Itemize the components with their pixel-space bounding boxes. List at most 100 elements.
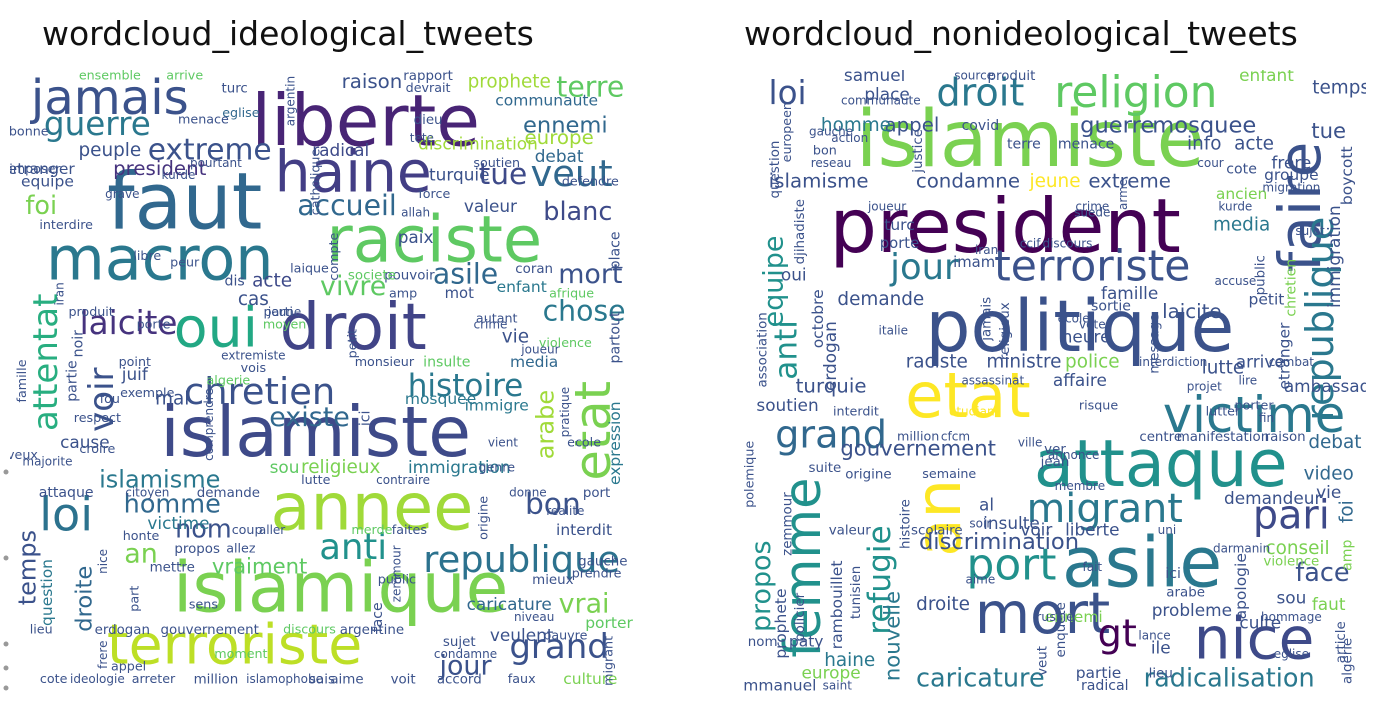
- nonideological-word-cour: cour: [1197, 156, 1224, 170]
- ideological-word-argentin: argentin: [283, 76, 297, 126]
- ideological-word-vraiment: vraiment: [212, 554, 308, 579]
- nonideological-word-imam: imam: [953, 254, 995, 271]
- ideological-word-sens: sens: [189, 596, 218, 611]
- ideological-word-faites: faites: [392, 522, 427, 537]
- nonideological-word-jamais: jamais: [980, 297, 995, 342]
- ideological-word-droite: droite: [71, 566, 97, 632]
- ideological-word-faux: faux: [508, 671, 536, 686]
- ideological-word-interdire: interdire: [39, 217, 93, 232]
- nonideological-word-arabe: arabe: [1166, 585, 1205, 600]
- ideological-word-jour: jour: [439, 651, 493, 682]
- ideological-word-algerie: algerie: [207, 373, 251, 388]
- ideological-word-homme: homme: [124, 489, 221, 519]
- nonideological-word-etat: etat: [905, 359, 1031, 432]
- nonideological-word-enfant: enfant: [1239, 70, 1294, 85]
- ideological-word-mal: mal: [155, 389, 189, 410]
- nonideological-word-saint: saint: [823, 678, 853, 692]
- nonideological-word-lieu: lieu: [1149, 666, 1173, 681]
- nonideological-word-groupe: groupe: [1264, 166, 1319, 184]
- ideological-word-accord: accord: [437, 673, 482, 688]
- nonideological-word-voir: voir: [1020, 519, 1052, 539]
- ideological-word-etat: etat: [564, 381, 622, 481]
- nonideological-word-temps: temps: [1312, 78, 1366, 99]
- ideological-word-parti: parti: [264, 304, 294, 319]
- nonideological-word-ministre: ministre: [986, 351, 1061, 372]
- ideological-word-voit: voit: [391, 673, 416, 688]
- nonideological-word-equipe: equipe: [759, 236, 790, 328]
- nonideological-word-violence: violence: [1263, 554, 1319, 569]
- ideological-word-president: president: [113, 157, 206, 180]
- ideological-word-oui: oui: [174, 296, 258, 360]
- ideological-word-jamais: jamais: [30, 70, 189, 126]
- nonideological-word-tunisien: tunisien: [849, 566, 864, 619]
- ideological-word-petit: petit: [345, 329, 360, 358]
- ideological-word-prophete: prophete: [468, 71, 551, 92]
- nonideological-word-combat: combat: [1269, 355, 1315, 369]
- nonideological-word-loi: loi: [769, 74, 807, 112]
- nonideological-word-manifestation: manifestation: [1177, 430, 1270, 445]
- nonideological-word-reseau: reseau: [811, 156, 852, 170]
- nonideological-word-octobre: octobre: [809, 289, 827, 348]
- nonideological-word-condamne: condamne: [916, 169, 1020, 192]
- nonideological-word-grand: grand: [775, 413, 887, 457]
- nonideological-word-histoire: histoire: [899, 499, 914, 549]
- ideological-word-accueil: accueil: [297, 189, 397, 222]
- ideological-word-force: force: [418, 186, 450, 201]
- ideological-word-porte: porte: [137, 317, 171, 332]
- nonideological-word-islamisme: islamisme: [769, 169, 869, 192]
- ideological-word-macron: macron: [46, 224, 273, 294]
- ideological-word-monsieur: monsieur: [355, 354, 415, 369]
- ideological-word-realite: realite: [546, 504, 584, 518]
- ideological-word-frere: frere: [96, 641, 110, 669]
- nonideological-word-porte: porte: [880, 235, 919, 252]
- ideological-word-gouvernement: gouvernement: [161, 623, 259, 638]
- wordcloud-nonideological: islamiste president politique asile attaque a…: [744, 70, 1366, 692]
- ideological-word-majorite: majorite: [22, 454, 72, 468]
- ideological-word-turc: turc: [221, 82, 247, 97]
- ideological-word-paix: paix: [398, 227, 434, 247]
- nonideological-word-acte: acte: [1234, 134, 1274, 155]
- ideological-word-raison: raison: [342, 70, 403, 93]
- ideological-word-ennemi: ennemi: [523, 112, 608, 138]
- ideological-word-guerre: guerre: [44, 105, 151, 143]
- ideological-word-autant: autant: [476, 310, 518, 325]
- ideological-word-coup: coup: [232, 522, 263, 537]
- nonideological-word-laicite: laicite: [1162, 300, 1221, 323]
- nonideological-word-religieux: religieux: [998, 302, 1013, 360]
- ideological-word-violence: violence: [539, 335, 592, 350]
- ideological-word-zemmour: zemmour: [389, 545, 403, 602]
- nonideological-word-ver: ver: [1044, 442, 1066, 457]
- nonideological-word-gt: gt: [1098, 613, 1137, 657]
- ideological-word-crime: crime: [474, 318, 508, 332]
- nonideological-word-ile: ile: [1151, 637, 1171, 657]
- nonideological-word-ici: ici: [1165, 566, 1181, 582]
- nonideological-word-prophete: prophete: [772, 588, 790, 658]
- nonideological-word-crime: crime: [1075, 199, 1109, 213]
- ideological-word-turquie: turquie: [429, 165, 490, 185]
- nonideological-word-kurde: kurde: [1218, 199, 1252, 213]
- nonideological-word-droit: droit: [936, 71, 1024, 115]
- nonideological-word-action: action: [831, 131, 868, 145]
- nonideological-word-port: port: [966, 540, 1056, 591]
- ideological-word-nice: nice: [96, 549, 110, 574]
- chart-title-nonideological: wordcloud_nonideological_tweets: [744, 14, 1298, 53]
- nonideological-word-bon: bon: [813, 142, 837, 157]
- ideological-word-histoire: histoire: [408, 368, 524, 404]
- nonideological-word-droite: droite: [916, 594, 970, 615]
- ideological-word-loi: loi: [39, 487, 93, 541]
- ideological-word-victime: victime: [147, 513, 209, 533]
- nonideological-word-victime: victime: [1163, 386, 1345, 444]
- nonideological-word-republique: republique: [1299, 217, 1343, 421]
- ideological-word-defendre: defendre: [562, 173, 619, 188]
- ideological-word-soutien: soutien: [473, 155, 520, 170]
- ideological-word-joueur: joueur: [520, 342, 559, 356]
- nonideological-word-guerre: guerre: [1080, 112, 1154, 138]
- ideological-word-citoyen: citoyen: [125, 485, 169, 499]
- nonideological-word-apologie: apologie: [1232, 553, 1250, 619]
- ideological-word-origine: origine: [476, 496, 491, 540]
- ideological-word-compte: compte: [326, 232, 341, 280]
- ideological-word-appel: appel: [111, 659, 146, 674]
- ideological-word-laique: laique: [290, 261, 329, 276]
- nonideological-word-foi: foi: [1336, 500, 1357, 523]
